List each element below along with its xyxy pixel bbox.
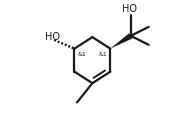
Text: HO: HO xyxy=(45,32,60,42)
Polygon shape xyxy=(110,33,132,49)
Text: &1: &1 xyxy=(77,52,86,57)
Text: HO: HO xyxy=(122,4,137,14)
Text: &1: &1 xyxy=(98,52,107,57)
